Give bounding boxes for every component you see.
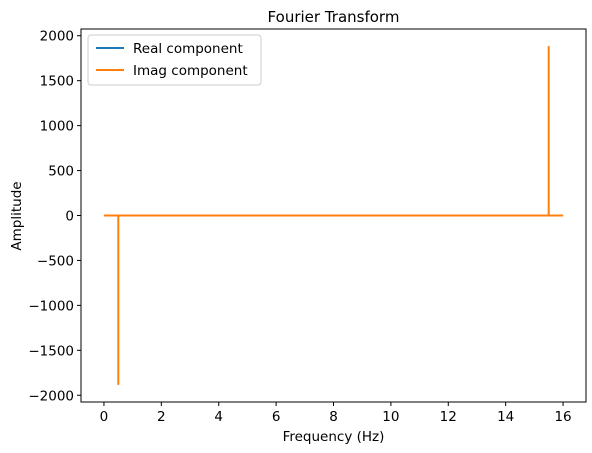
y-tick-label: 0 xyxy=(65,209,74,225)
x-tick-label: 16 xyxy=(554,409,571,425)
y-tick-label: −2000 xyxy=(28,388,74,404)
y-tick-label: 1000 xyxy=(40,119,74,135)
legend-label-0: Real component xyxy=(133,41,243,57)
legend-label-1: Imag component xyxy=(133,63,248,79)
y-tick-label: 1500 xyxy=(40,74,74,90)
x-tick-label: 8 xyxy=(329,409,338,425)
x-tick-label: 0 xyxy=(100,409,109,425)
y-tick-label: −1000 xyxy=(28,298,74,314)
y-axis-ticks: −2000 −1500 −1000 −500 0 500 1000 1500 2000 xyxy=(28,29,81,404)
y-tick-label: 2000 xyxy=(40,29,74,45)
x-tick-label: 4 xyxy=(214,409,223,425)
x-tick-label: 14 xyxy=(497,409,514,425)
chart-title: Fourier Transform xyxy=(268,8,400,26)
y-tick-label: 500 xyxy=(48,164,74,180)
legend-box xyxy=(87,34,262,86)
x-tick-label: 6 xyxy=(272,409,281,425)
y-tick-label: −500 xyxy=(37,253,74,269)
x-axis-ticks: 0 2 4 6 8 10 12 14 16 xyxy=(100,402,572,425)
x-tick-label: 2 xyxy=(157,409,166,425)
legend: Real component Imag component xyxy=(87,34,262,86)
x-tick-label: 10 xyxy=(382,409,399,425)
x-tick-label: 12 xyxy=(440,409,457,425)
y-tick-label: −1500 xyxy=(28,343,74,359)
y-axis-label: Amplitude xyxy=(9,181,25,250)
x-axis-label: Frequency (Hz) xyxy=(283,429,385,445)
series-line-1 xyxy=(103,46,564,385)
